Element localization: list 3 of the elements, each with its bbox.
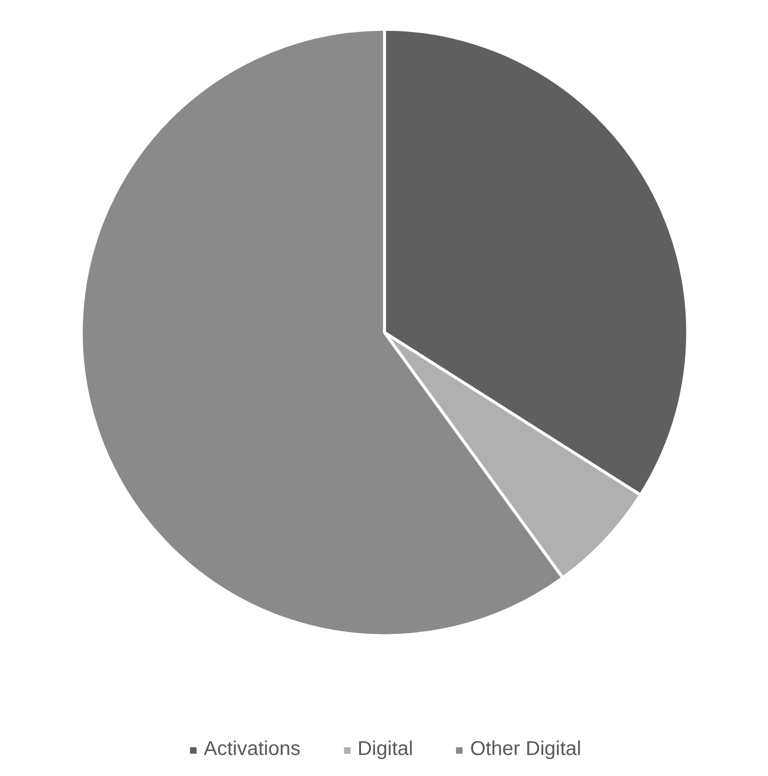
legend-label: Digital xyxy=(357,738,414,761)
legend-label: Other Digital xyxy=(470,738,582,761)
legend-label: Activations xyxy=(204,738,300,761)
